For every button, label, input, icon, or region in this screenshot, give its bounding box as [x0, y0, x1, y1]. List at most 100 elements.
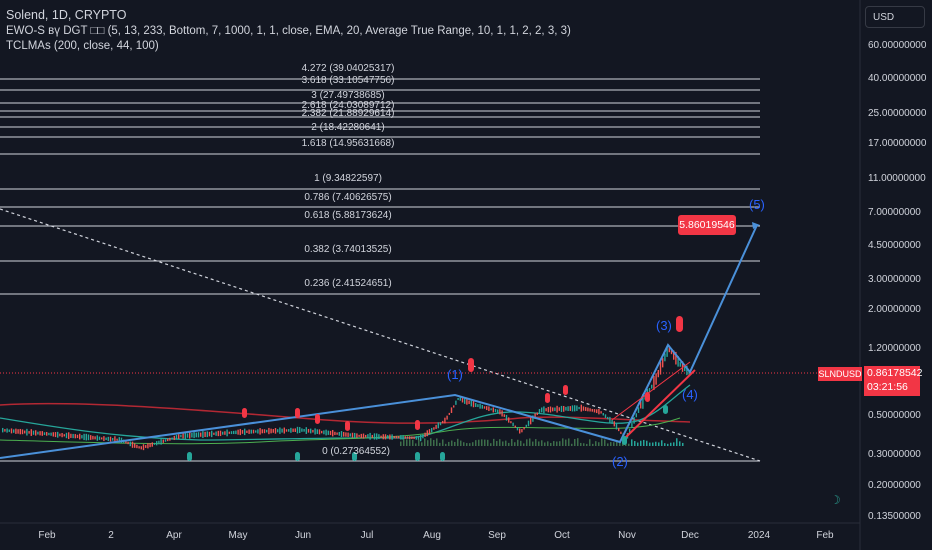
chart-legend: Solend, 1D, CRYPTO EWO-S вү DGT □□ (5, 1…	[6, 8, 571, 55]
oscillator-bar	[562, 438, 564, 446]
candle	[435, 424, 437, 429]
candle	[609, 416, 611, 424]
candle	[488, 406, 490, 411]
red-trendline[interactable]	[624, 369, 696, 439]
candle	[24, 430, 26, 434]
time-tick: Aug	[423, 530, 441, 541]
wave-label-2[interactable]: (2)	[612, 454, 628, 469]
candle	[96, 435, 98, 441]
candle	[74, 434, 76, 439]
oscillator-bar	[595, 441, 597, 446]
fib-label: 2.618 (24.03089712)	[301, 100, 395, 111]
candle	[336, 432, 338, 435]
candle	[17, 429, 19, 434]
oscillator-bar	[418, 439, 420, 446]
oscillator-bar	[439, 442, 441, 446]
candle	[257, 429, 259, 434]
oscillator-bar	[424, 438, 426, 446]
wave-label-1[interactable]: (1)	[447, 367, 463, 382]
candle	[321, 430, 323, 434]
candle	[334, 431, 336, 436]
oscillator-bar	[505, 440, 507, 446]
indicator-tclmas[interactable]: TCLMAs (200, close, 44, 100)	[6, 40, 159, 52]
candle	[466, 398, 468, 405]
candle	[450, 407, 453, 413]
candle	[301, 428, 303, 432]
candle	[98, 436, 101, 440]
oscillator-bar	[406, 439, 408, 446]
fib-label: 0 (0.27364552)	[322, 446, 390, 457]
oscillator-bar	[643, 439, 645, 446]
oscillator-bar	[445, 443, 447, 446]
candle	[510, 421, 512, 424]
candle	[26, 428, 28, 436]
candle	[444, 417, 446, 424]
candle	[417, 435, 420, 441]
candle	[525, 424, 527, 427]
candle	[145, 445, 147, 448]
candle	[129, 441, 131, 447]
oscillator-bar	[610, 442, 612, 446]
wave-label-5[interactable]: (5)	[749, 197, 765, 212]
indicator-ewo[interactable]: EWO-S вү DGT □□ (5, 13, 233, Bottom, 7, …	[6, 24, 571, 37]
oscillator-bar	[613, 442, 615, 446]
time-tick: Feb	[38, 530, 56, 541]
sell-marker	[645, 392, 650, 402]
fib-label: 0.236 (2.41524651)	[304, 278, 392, 289]
candle	[125, 440, 127, 444]
candle	[431, 427, 433, 433]
candle	[272, 429, 274, 433]
trendline-dotted[interactable]	[0, 208, 761, 462]
candle	[164, 439, 167, 442]
candle	[184, 432, 186, 439]
oscillator-bar	[583, 443, 585, 446]
oscillator-bar	[403, 439, 405, 446]
candle	[237, 429, 239, 435]
candle	[659, 361, 662, 375]
candle	[404, 436, 406, 439]
currency-button[interactable]: USD	[865, 6, 925, 28]
candle	[310, 428, 312, 434]
elliott-wave-path[interactable]	[0, 224, 758, 459]
candle	[512, 422, 514, 427]
candle	[437, 422, 439, 429]
oscillator-bar	[577, 438, 579, 446]
price-tick: 0.30000000	[868, 449, 921, 460]
candle	[138, 446, 140, 449]
candle	[640, 401, 642, 409]
fib-retracement[interactable]	[0, 78, 760, 462]
time-tick: Feb	[816, 530, 834, 541]
target-price-callout[interactable]: 5.86019546	[678, 215, 736, 235]
candle	[189, 432, 191, 439]
symbol-title[interactable]: Solend, 1D, CRYPTO	[6, 8, 127, 22]
candle	[261, 429, 263, 434]
candle	[571, 405, 574, 412]
candle	[516, 427, 519, 431]
candle	[618, 427, 620, 432]
wave-label-4[interactable]: (4)	[682, 387, 698, 402]
wave-arrow-head	[752, 222, 760, 229]
candle	[494, 408, 497, 413]
candle	[585, 407, 587, 411]
candle	[483, 406, 486, 409]
time-tick: Nov	[618, 530, 636, 541]
candle	[6, 428, 8, 433]
candle	[653, 375, 655, 391]
oscillator-bar	[601, 438, 603, 446]
candle	[314, 428, 316, 435]
candle	[281, 428, 283, 433]
session-icon[interactable]: ☽	[830, 493, 841, 507]
oscillator-bar	[646, 440, 648, 446]
wave-label-3[interactable]: (3)	[656, 318, 672, 333]
candle	[675, 351, 677, 365]
candle	[173, 435, 175, 441]
candle	[560, 405, 563, 413]
candle	[147, 443, 149, 449]
candle	[171, 437, 173, 440]
candle	[464, 397, 466, 404]
candle	[541, 407, 543, 413]
candle	[178, 434, 180, 439]
candle	[679, 362, 681, 367]
candle	[534, 413, 536, 419]
